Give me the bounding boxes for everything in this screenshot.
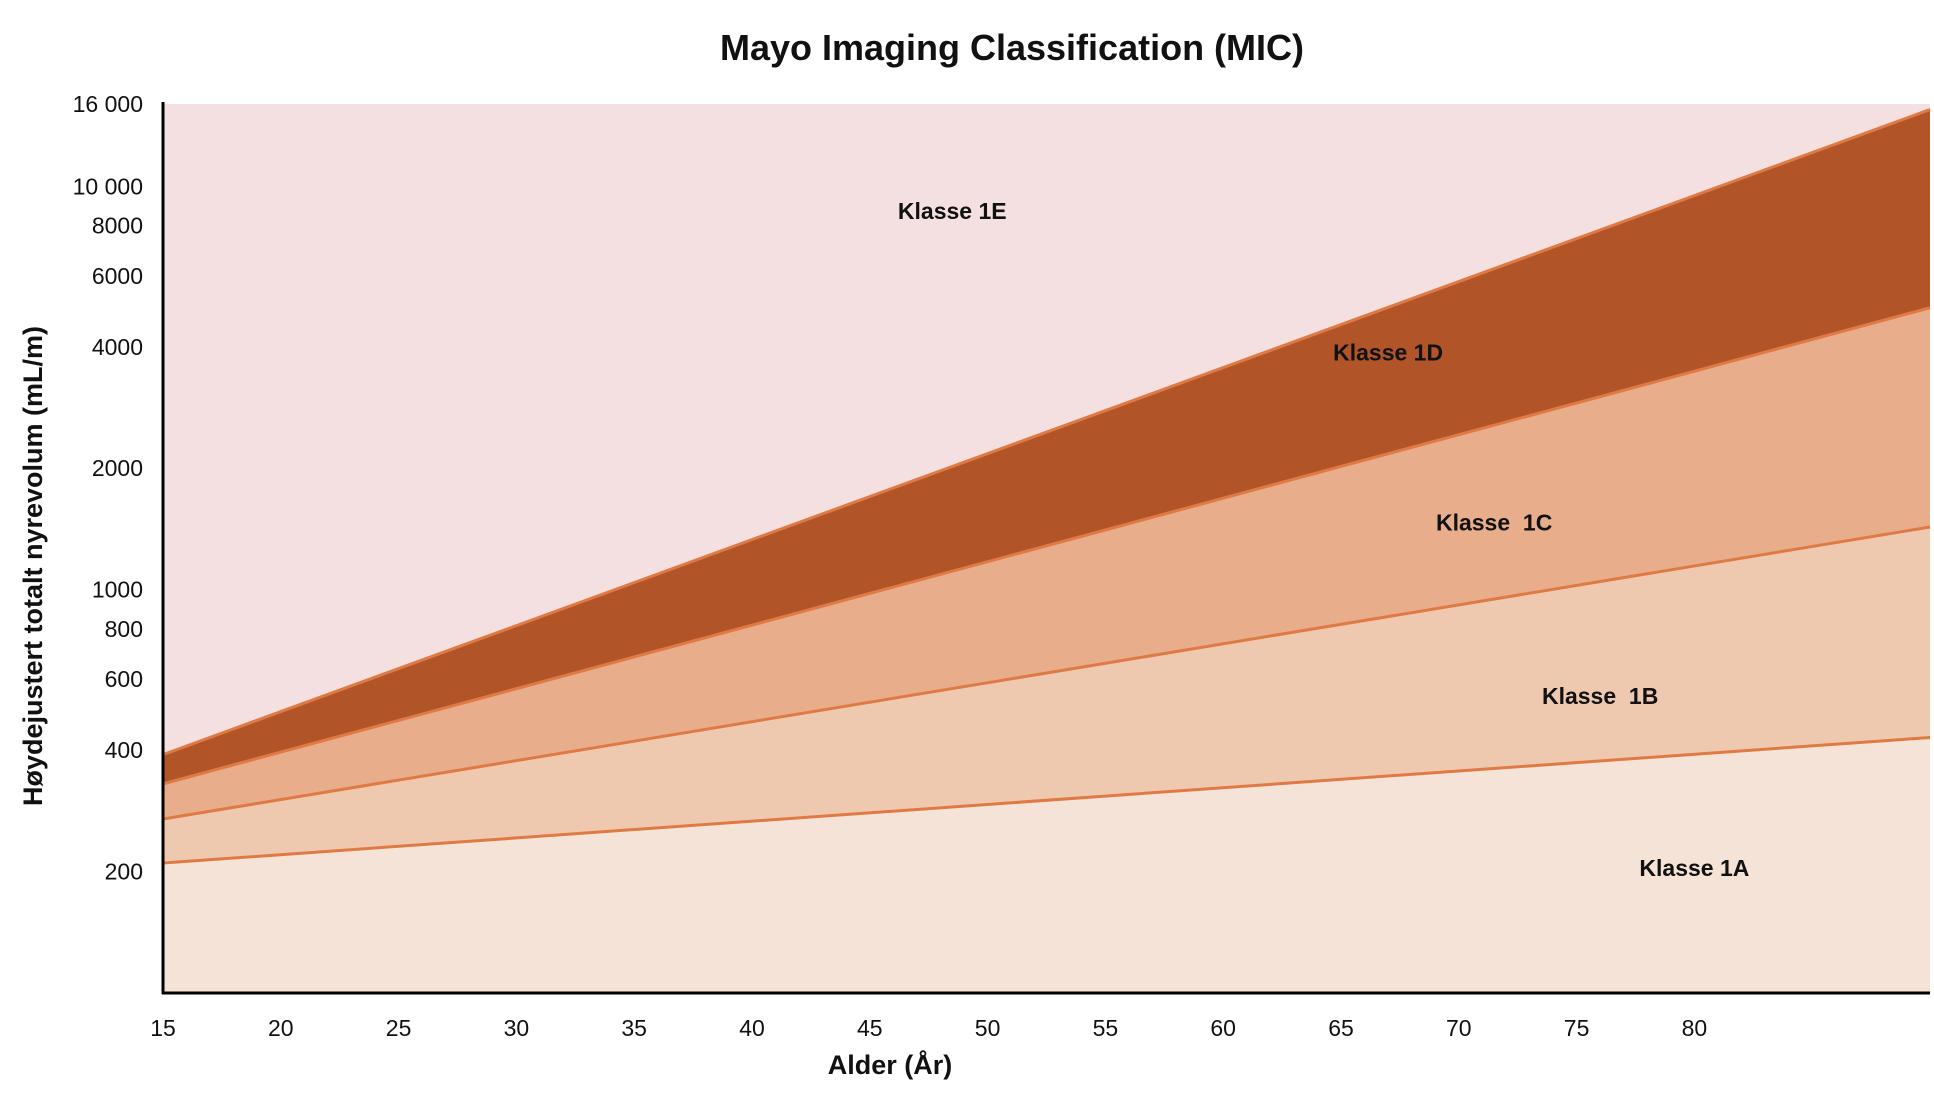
x-tick-label: 30 xyxy=(504,1015,530,1041)
band-label-1c: Klasse 1C xyxy=(1436,510,1552,536)
y-tick-label: 800 xyxy=(105,616,143,642)
y-tick-label: 6000 xyxy=(92,263,143,289)
x-tick-label: 65 xyxy=(1328,1015,1354,1041)
y-tick-label: 10 000 xyxy=(73,173,143,199)
axes xyxy=(161,102,1930,995)
x-tick-label: 75 xyxy=(1564,1015,1590,1041)
chart-title: Mayo Imaging Classification (MIC) xyxy=(720,27,1304,68)
y-axis-label: Høydejustert totalt nyrevolum (mL/m) xyxy=(18,326,48,806)
band-areas xyxy=(163,104,1930,994)
x-tick-label: 60 xyxy=(1210,1015,1236,1041)
band-label-1d: Klasse 1D xyxy=(1333,339,1443,365)
band-label-1b: Klasse 1B xyxy=(1542,683,1658,709)
y-axis-ticks: 200 400 600 800 1000 2000 4000 6000 8000 10 000 16… xyxy=(73,91,143,885)
band-label-1e: Klasse 1E xyxy=(898,198,1007,224)
x-tick-label: 20 xyxy=(268,1015,294,1041)
y-tick-label: 600 xyxy=(105,666,143,692)
x-tick-label: 45 xyxy=(857,1015,883,1041)
y-tick-label: 8000 xyxy=(92,212,143,238)
boundary-lines xyxy=(162,108,1931,865)
y-tick-label: 1000 xyxy=(92,577,143,603)
x-tick-label: 50 xyxy=(975,1015,1001,1041)
band-labels: Klasse 1A Klasse 1B Klasse 1C Klasse 1D Klas… xyxy=(898,198,1749,881)
boundary-line-4 xyxy=(162,108,1931,757)
x-tick-label: 55 xyxy=(1093,1015,1119,1041)
boundary-line-3 xyxy=(162,306,1931,786)
boundary-line-2 xyxy=(162,525,1931,821)
x-tick-label: 80 xyxy=(1682,1015,1708,1041)
x-axis-label: Alder (År) xyxy=(828,1049,953,1080)
x-tick-label: 35 xyxy=(621,1015,647,1041)
x-tick-label: 70 xyxy=(1446,1015,1472,1041)
x-tick-label: 15 xyxy=(150,1015,176,1041)
band-area-1a xyxy=(163,737,1930,993)
y-tick-label: 4000 xyxy=(92,334,143,360)
x-tick-label: 40 xyxy=(739,1015,765,1041)
x-axis-ticks: 15 20 25 30 35 40 45 50 55 60 65 70 75 80 xyxy=(150,1015,1707,1041)
x-tick-label: 25 xyxy=(386,1015,412,1041)
band-label-1a: Klasse 1A xyxy=(1639,855,1749,881)
y-tick-label: 16 000 xyxy=(73,91,143,117)
boundary-line-1 xyxy=(162,736,1931,865)
y-tick-label: 400 xyxy=(105,737,143,763)
y-tick-label: 200 xyxy=(105,859,143,885)
y-tick-label: 2000 xyxy=(92,455,143,481)
